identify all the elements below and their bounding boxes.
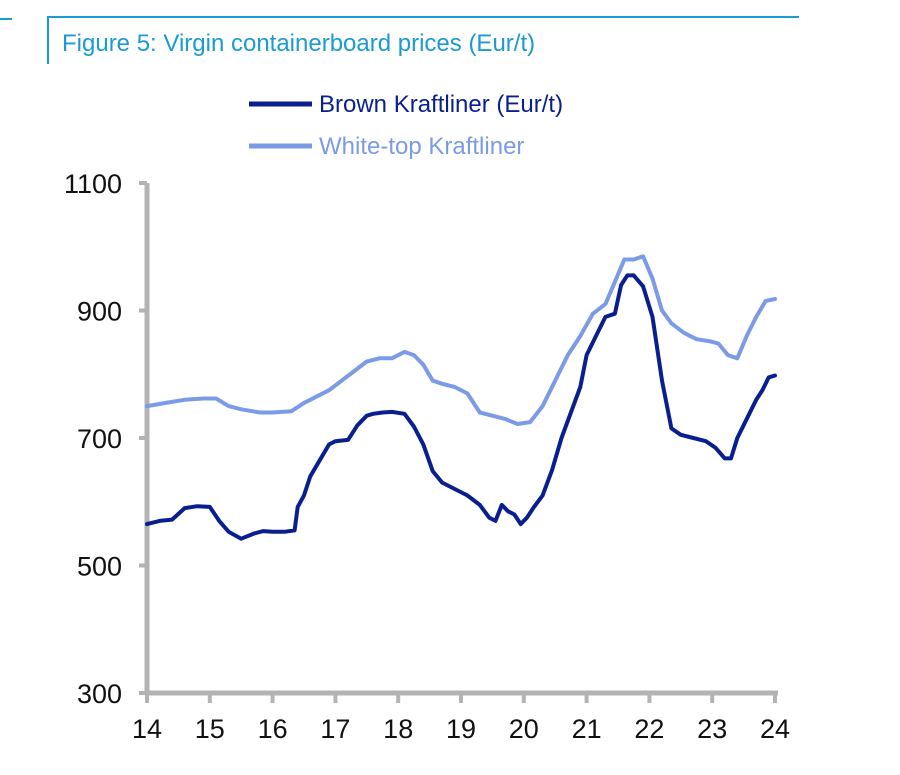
axes	[144, 183, 778, 696]
figure-frame-top-rule	[47, 16, 799, 18]
series-line-brown-kraftliner	[145, 273, 777, 541]
legend-label: Brown Kraftliner (Eur/t)	[319, 91, 563, 118]
chart-title: Figure 5: Virgin containerboard prices (…	[62, 30, 536, 57]
legend-label: White-top Kraftliner	[319, 133, 524, 160]
x-tick-label: 17	[320, 714, 350, 744]
x-tick-label: 23	[697, 714, 727, 744]
y-tick-label: 500	[77, 552, 122, 582]
y-tick-label: 900	[77, 297, 122, 327]
series-lines	[145, 254, 777, 541]
x-tick-label: 18	[383, 714, 413, 744]
x-axis-ticks: 14 15 16 17 18 19 20 21 22 23 24	[132, 693, 790, 744]
x-tick-label: 24	[760, 714, 790, 744]
x-tick-label: 22	[634, 714, 664, 744]
x-tick-label: 14	[132, 714, 162, 744]
y-tick-label: 700	[77, 424, 122, 454]
series-line-white-top-kraftliner	[145, 254, 777, 426]
x-tick-label: 21	[572, 714, 602, 744]
x-tick-label: 15	[195, 714, 225, 744]
figure-frame-left-rule	[47, 16, 49, 64]
x-tick-label: 16	[258, 714, 288, 744]
y-tick-label: 300	[77, 679, 122, 709]
legend: Brown Kraftliner (Eur/t) White-top Kraftl…	[249, 91, 563, 160]
y-axis-ticks: 1100 900 700 500 300	[64, 169, 147, 709]
corner-accent-line	[0, 18, 12, 20]
x-tick-label: 20	[509, 714, 539, 744]
y-tick-label: 1100	[64, 169, 122, 199]
x-tick-label: 19	[446, 714, 476, 744]
